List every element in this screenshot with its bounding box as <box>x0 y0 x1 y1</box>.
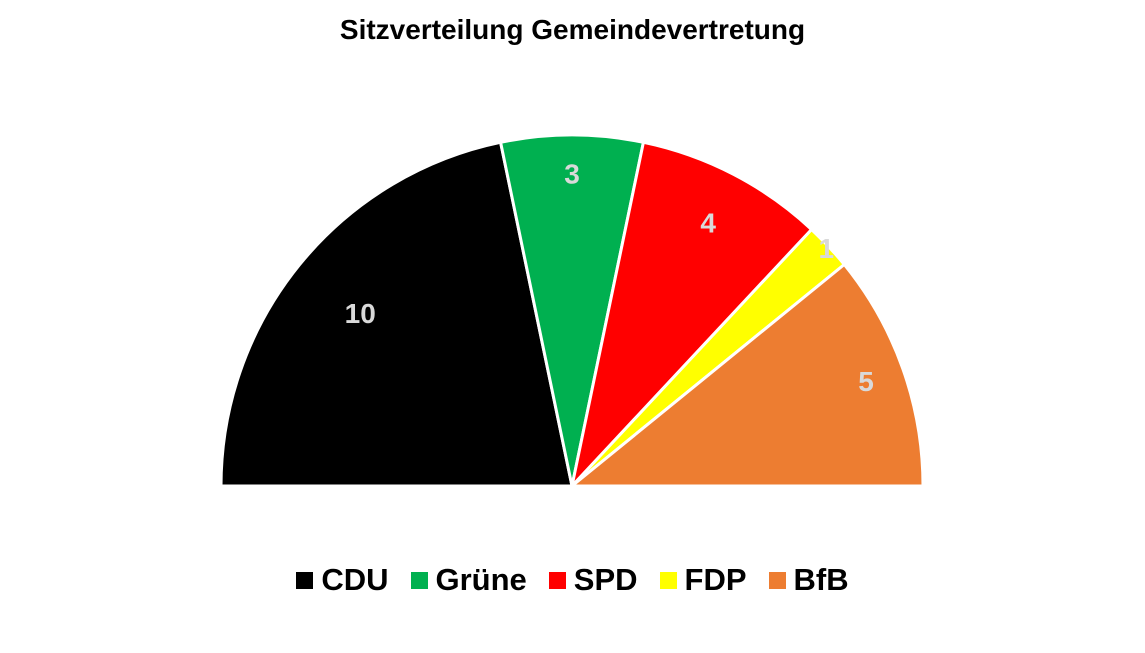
slice-bfb <box>570 262 925 488</box>
slice-cdu <box>219 140 574 488</box>
slice-label-spd: 4 <box>700 208 716 239</box>
slice-label-fdp: 1 <box>819 233 835 264</box>
legend-label-gruene: Grüne <box>435 562 527 597</box>
legend-label-bfb: BfB <box>793 562 849 597</box>
legend-swatch-gruene <box>410 571 428 589</box>
slice-labels: 10 3 4 1 5 <box>345 159 874 398</box>
slice-gruene <box>499 133 645 488</box>
legend-label-cdu: CDU <box>321 562 389 597</box>
chart-title: Sitzverteilung Gemeindevertretung <box>339 14 806 45</box>
slice-label-bfb: 5 <box>858 366 874 397</box>
slice-label-gruene: 3 <box>564 159 580 190</box>
slice-spd <box>570 140 814 488</box>
slices <box>219 133 925 488</box>
legend-item-gruene: Grüne <box>410 562 527 598</box>
legend-swatch-bfb <box>768 571 786 589</box>
legend-swatch-spd <box>548 571 566 589</box>
legend-label-fdp: FDP <box>684 562 747 597</box>
legend-item-spd: SPD <box>548 562 638 598</box>
legend-label-spd: SPD <box>573 562 638 597</box>
slice-label-cdu: 10 <box>345 298 376 329</box>
legend-swatch-cdu <box>296 571 314 589</box>
legend-swatch-fdp <box>659 571 677 589</box>
legend-item-fdp: FDP <box>659 562 747 598</box>
legend: CDU Grüne SPD FDP BfB <box>0 562 1145 598</box>
legend-item-bfb: BfB <box>768 562 849 598</box>
legend-item-cdu: CDU <box>296 562 389 598</box>
